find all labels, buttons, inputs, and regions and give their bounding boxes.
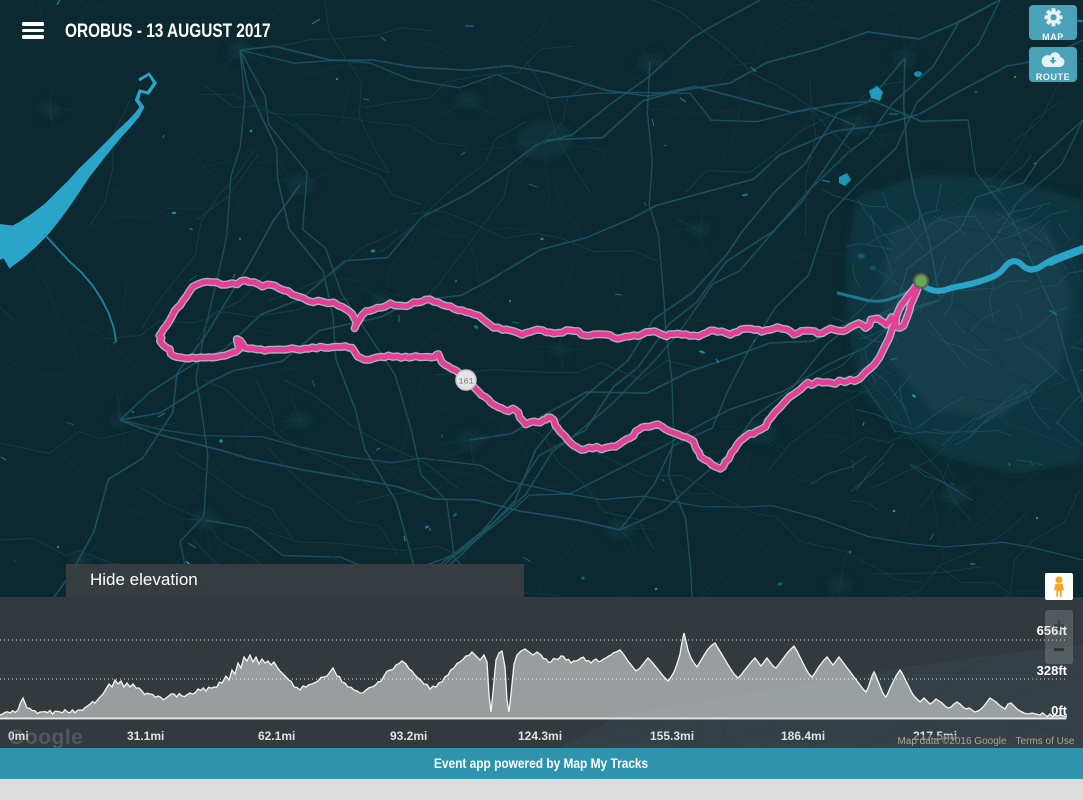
svg-text:161: 161 [458,377,473,387]
